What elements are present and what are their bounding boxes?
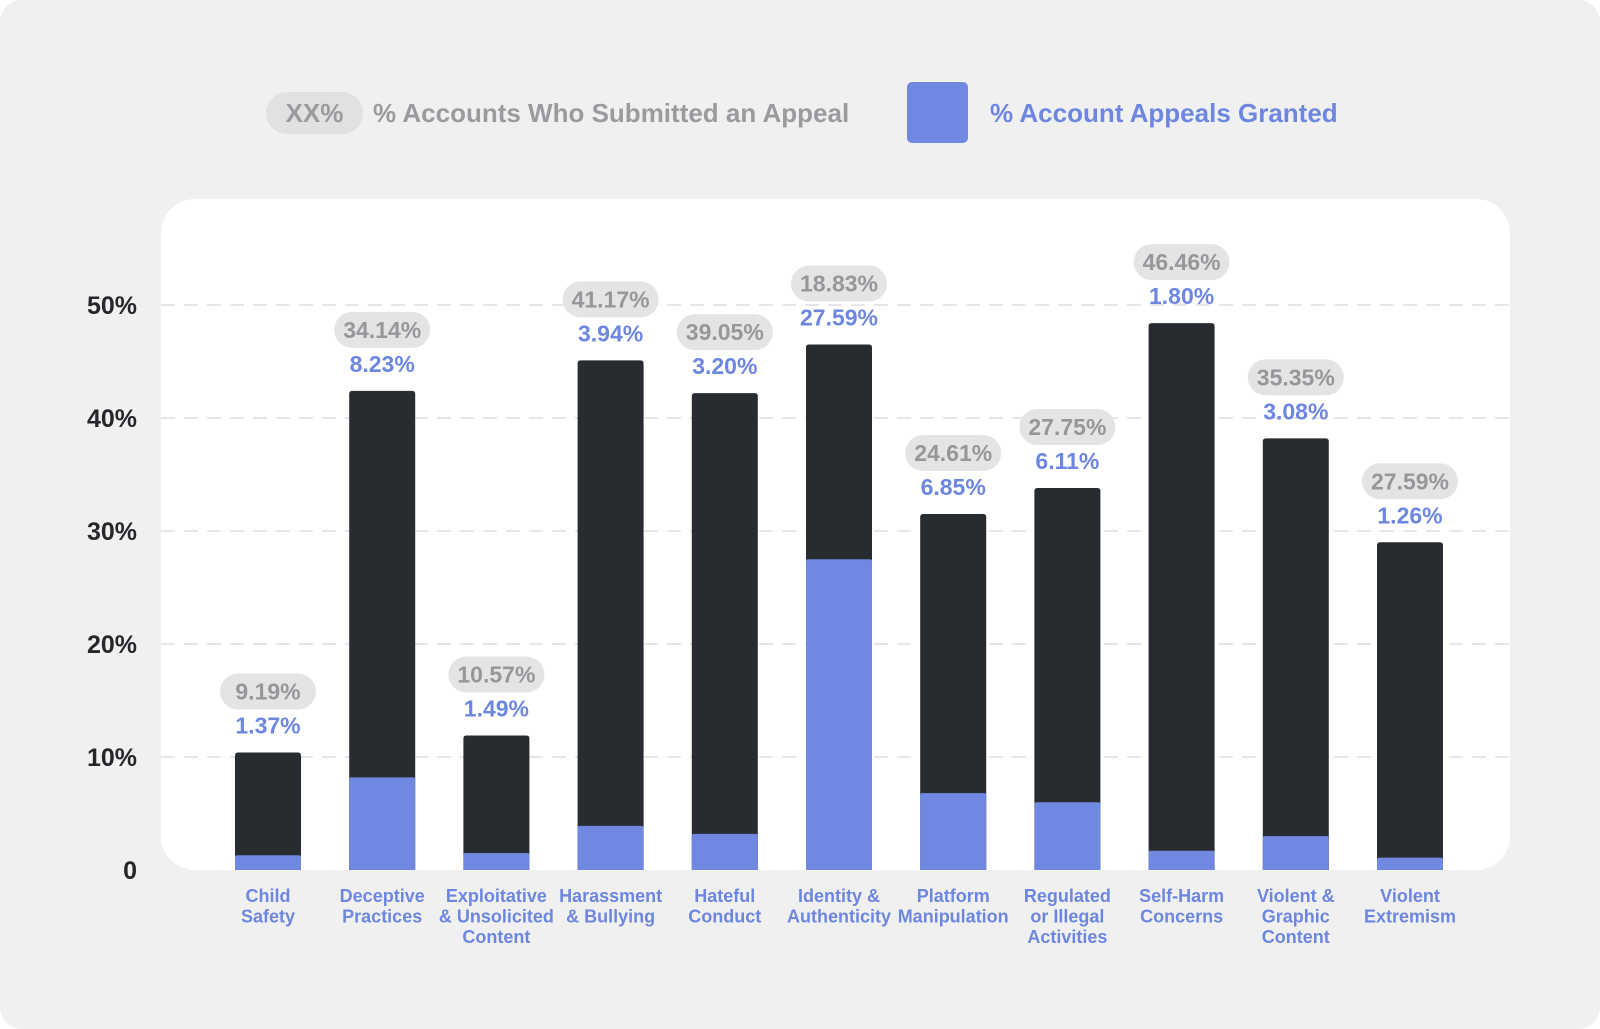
granted-bar [691, 833, 758, 870]
submitted-value-label: 46.46% [1143, 249, 1221, 275]
submitted-bar [1262, 438, 1329, 870]
submitted-bar [1377, 542, 1443, 870]
granted-value-label: 3.20% [692, 353, 757, 379]
y-tick-label: 10% [87, 744, 137, 772]
granted-bar [1377, 857, 1443, 870]
category-label: Self-Harm Concerns [1139, 886, 1224, 927]
submitted-value-label: 35.35% [1257, 364, 1335, 390]
submitted-value-label: 39.05% [686, 319, 764, 345]
granted-bar [1034, 802, 1101, 870]
granted-bar [463, 853, 530, 870]
legend-granted-swatch [907, 82, 968, 143]
legend-granted-label: % Account Appeals Granted [990, 98, 1338, 128]
category-label: Exploitative & Unsolicited Content [439, 886, 554, 947]
granted-value-label: 6.85% [921, 474, 986, 500]
submitted-value-pill [448, 656, 545, 693]
granted-value-label: 1.80% [1149, 283, 1214, 309]
granted-value-label: 8.23% [350, 351, 415, 377]
granted-value-label: 3.08% [1263, 398, 1328, 424]
submitted-bar [1148, 323, 1215, 871]
submitted-value-pill [1019, 409, 1116, 446]
submitted-value-pill [1133, 244, 1230, 281]
submitted-bar [349, 390, 416, 870]
submitted-value-pill [562, 281, 659, 318]
submitted-value-label: 41.17% [572, 286, 650, 312]
submitted-value-pill [791, 265, 887, 302]
legend-submitted-label: % Accounts Who Submitted an Appeal [373, 98, 850, 128]
granted-value-label: 6.11% [1035, 448, 1099, 474]
submitted-bar [463, 735, 530, 870]
y-tick-label: 20% [87, 631, 137, 659]
y-tick-label: 30% [87, 518, 137, 546]
category-label: Platform Manipulation [898, 886, 1009, 927]
y-tick-label: 40% [87, 405, 137, 433]
submitted-bar [1034, 488, 1101, 870]
category-label: Deceptive Practices [340, 886, 425, 927]
submitted-value-label: 34.14% [343, 317, 421, 343]
submitted-value-pill [220, 673, 316, 710]
granted-bar [806, 559, 872, 870]
granted-value-label: 1.37% [235, 712, 300, 738]
submitted-value-label: 9.19% [235, 678, 300, 704]
submitted-bar [577, 360, 644, 870]
granted-bar [349, 777, 416, 870]
granted-value-label: 27.59% [800, 305, 878, 331]
submitted-value-pill [676, 314, 773, 351]
submitted-value-label: 10.57% [457, 662, 535, 688]
granted-bar [577, 825, 644, 870]
category-label: Harassment & Bullying [559, 886, 662, 927]
submitted-value-pill [1247, 359, 1344, 396]
submitted-value-label: 27.75% [1028, 414, 1106, 440]
submitted-value-pill [334, 311, 431, 348]
submitted-value-pill [905, 435, 1002, 472]
submitted-bar [235, 752, 301, 870]
granted-bar [1262, 836, 1329, 870]
submitted-value-pill [1362, 463, 1458, 500]
category-label: Violent & Graphic Content [1257, 886, 1335, 947]
category-label: Identity & Authenticity [787, 886, 891, 927]
legend-submitted-pill: XX% [266, 92, 363, 134]
submitted-bar [691, 393, 758, 870]
submitted-bar [920, 514, 987, 870]
granted-bar [235, 855, 301, 870]
granted-value-label: 1.49% [464, 696, 529, 722]
submitted-value-label: 27.59% [1371, 468, 1449, 494]
y-tick-label: 0 [123, 857, 137, 885]
granted-value-label: 3.94% [578, 320, 643, 346]
granted-bar [920, 793, 987, 870]
category-label: Hateful Conduct [688, 886, 761, 927]
legend: XX% % Accounts Who Submitted an Appeal %… [0, 80, 1600, 144]
submitted-value-label: 24.61% [914, 440, 992, 466]
granted-value-label: 1.26% [1377, 502, 1442, 528]
category-label: Regulated or Illegal Activities [1024, 886, 1111, 947]
submitted-value-label: 18.83% [800, 271, 878, 297]
category-label: Child Safety [241, 886, 295, 927]
y-tick-label: 50% [87, 292, 137, 320]
granted-bar [1148, 850, 1215, 870]
category-label: Violent Extremism [1364, 886, 1456, 927]
